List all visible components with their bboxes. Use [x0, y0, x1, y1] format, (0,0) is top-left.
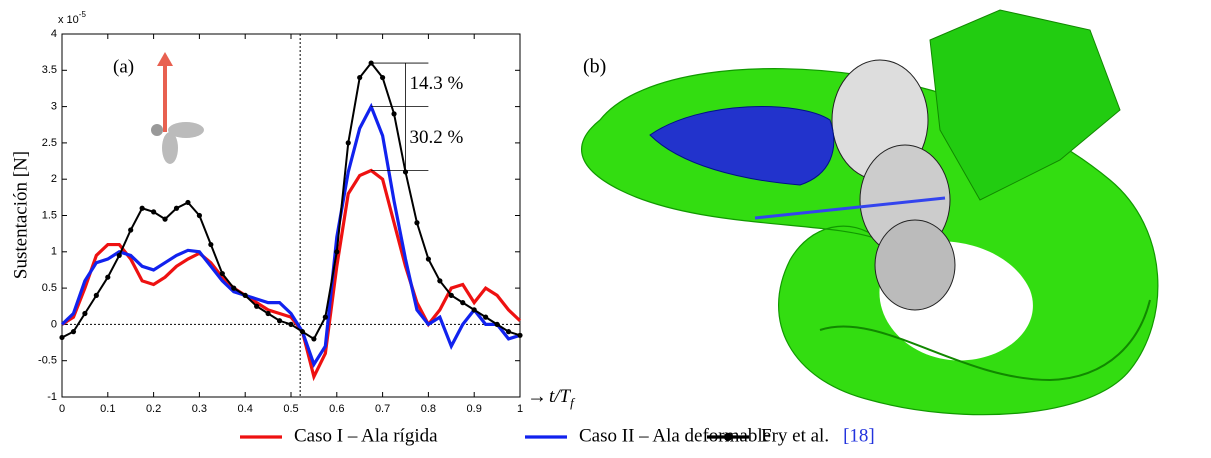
multiplier-exponent: -5 — [79, 10, 87, 19]
y-tick-label: 3 — [51, 101, 57, 113]
series-marker — [345, 140, 351, 146]
series-marker — [59, 334, 65, 341]
series-line — [61, 168, 522, 382]
series-marker — [128, 227, 134, 233]
series-marker — [460, 300, 466, 306]
y-tick-label: 0 — [51, 318, 57, 330]
legend-label: Fry et al. — [761, 425, 829, 446]
series-marker — [185, 199, 191, 206]
series-marker — [254, 303, 260, 309]
x-tick-label: 0.7 — [375, 403, 390, 415]
series-marker — [414, 220, 420, 226]
y-tick-label: 1 — [51, 246, 57, 258]
series-marker — [357, 74, 363, 81]
panel-label: (a) — [113, 56, 134, 77]
plot: -1 -0.5 0 0.5 1 1.5 2 2.5 3 3.5 4 0 0.1 0.2 0.3 0.4 0.5 0… — [38, 28, 523, 415]
series-marker — [231, 285, 237, 291]
annotation: 14.3 % — [410, 73, 464, 94]
series-marker — [448, 292, 454, 298]
inset-icon — [151, 52, 204, 164]
x-tick-label: 0.2 — [146, 403, 161, 415]
series-marker — [311, 336, 317, 342]
series-marker — [139, 205, 145, 211]
series-marker — [151, 209, 157, 215]
y-tick-label: 2.5 — [42, 137, 57, 149]
x-tick-label: 0.1 — [100, 403, 115, 415]
wake-edge — [819, 299, 1151, 382]
panel-b-render: (b) — [580, 9, 1159, 416]
x-axis-label: t/Tf — [549, 386, 576, 410]
wake-fragments — [929, 9, 1121, 201]
series-marker — [288, 321, 294, 327]
fly-wing — [162, 132, 178, 164]
y-tick-label: 1.5 — [42, 209, 57, 221]
legend-citation: [18] — [843, 425, 875, 446]
series-marker — [82, 310, 88, 317]
series-marker — [334, 249, 340, 255]
series-marker — [93, 292, 99, 298]
fly-wing — [168, 122, 204, 138]
panel-label: (b) — [583, 56, 606, 78]
fly-body — [151, 124, 163, 136]
y-tick-label: -1 — [47, 391, 57, 403]
x-tick-label: 0.3 — [192, 403, 207, 415]
series-marker — [494, 321, 500, 327]
y-axis-label: Sustentación [N] — [10, 151, 31, 279]
x-tick-label: 0.5 — [283, 403, 298, 415]
annotation: 30.2 % — [410, 127, 464, 148]
series-marker — [276, 318, 283, 324]
series-marker — [391, 111, 397, 117]
y-tick-label: 0.5 — [42, 282, 57, 294]
series-marker — [265, 310, 271, 317]
series-marker — [425, 256, 431, 262]
series-marker — [173, 205, 180, 211]
y-tick-label: 3.5 — [42, 64, 57, 76]
lift-arrow-head — [157, 52, 173, 66]
legend: Caso I – Ala rígida Caso II – Ala deforma… — [240, 425, 875, 446]
x-axis-arrow: → — [527, 386, 547, 408]
wing-edge — [754, 196, 946, 220]
x-tick-label: 1 — [517, 403, 523, 415]
series-marker — [105, 274, 111, 280]
y-tick-label: 4 — [51, 28, 57, 40]
multiplier-base: x 10 — [58, 14, 79, 26]
series-marker — [116, 252, 122, 259]
series-marker — [219, 270, 225, 277]
series-marker — [196, 212, 202, 219]
series-marker — [471, 307, 477, 313]
series-marker — [242, 292, 248, 298]
series-line — [60, 102, 521, 368]
x-tick-label: 0.8 — [421, 403, 436, 415]
legend-label: Caso II – Ala deformable — [579, 425, 771, 446]
series-marker — [322, 314, 328, 320]
series-marker — [299, 329, 306, 335]
wing — [649, 106, 835, 186]
series-marker — [505, 329, 512, 335]
series-marker — [208, 241, 214, 248]
x-tick-label: 0.6 — [329, 403, 344, 415]
x-tick-label: 0.4 — [238, 403, 253, 415]
series-marker — [162, 216, 168, 222]
x-label-main: t/T — [549, 386, 572, 407]
series-marker — [483, 314, 489, 320]
legend-label: Caso I – Ala rígida — [294, 425, 438, 446]
y-multiplier: x 10-5 — [58, 10, 86, 26]
series-marker — [70, 329, 77, 335]
series-marker — [380, 74, 386, 81]
y-tick-label: 2 — [51, 173, 57, 185]
y-tick-label: -0.5 — [38, 355, 57, 367]
body-abdomen — [874, 219, 956, 311]
series-marker — [437, 278, 443, 284]
x-tick-label: 0.9 — [467, 403, 482, 415]
legend-marker — [724, 433, 732, 441]
series-marker — [517, 332, 523, 338]
x-tick-label: 0 — [59, 403, 65, 415]
x-label-sub: f — [570, 395, 576, 410]
